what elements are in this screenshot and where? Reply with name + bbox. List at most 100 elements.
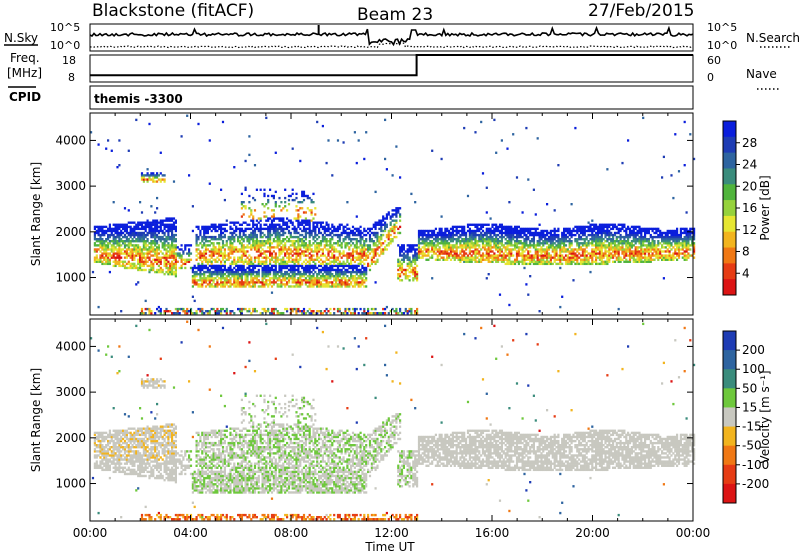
power-cell: [606, 168, 609, 171]
power-cell: [602, 231, 605, 235]
power-cell: [444, 240, 447, 243]
power-cell: [389, 221, 392, 224]
power-cell: [282, 240, 285, 243]
power-cell: [327, 223, 330, 226]
power-cell: [289, 244, 292, 247]
power-cell: [227, 235, 230, 239]
power-cell: [284, 275, 287, 278]
power-cell: [551, 242, 554, 245]
power-cell: [348, 277, 351, 280]
power-cell: [489, 244, 492, 247]
power-cell: [112, 248, 115, 251]
power-cell: [521, 248, 524, 251]
power-cell: [506, 235, 509, 239]
power-cell: [107, 252, 110, 255]
power-cell: [302, 252, 306, 255]
power-cell: [570, 252, 573, 255]
power-cell: [557, 262, 560, 266]
power-cell: [204, 246, 208, 249]
power-cell: [165, 229, 168, 233]
power-cell: [159, 266, 162, 270]
power-cell: [551, 248, 554, 251]
power-cell: [547, 235, 551, 239]
power-cell: [146, 221, 149, 224]
power-cell: [536, 248, 539, 251]
power-cell: [282, 250, 285, 253]
power-cell: [112, 201, 115, 204]
power-cell: [318, 231, 321, 235]
power-cell: [455, 244, 458, 247]
power-cell: [270, 209, 274, 212]
power-cell: [419, 248, 422, 251]
power-cell: [203, 238, 206, 241]
power-cell: [534, 229, 537, 233]
power-cell: [561, 295, 564, 298]
power-cell: [278, 266, 281, 270]
power-cell: [95, 238, 98, 241]
power-cell: [199, 279, 202, 282]
power-cell: [351, 270, 355, 274]
power-cell: [570, 235, 573, 239]
power-cell: [140, 235, 144, 239]
power-cell: [600, 254, 603, 257]
power-cell: [340, 244, 343, 247]
power-cell: [572, 256, 575, 259]
power-cell: [229, 279, 232, 282]
power-cell: [463, 227, 466, 231]
power-cell: [161, 178, 164, 181]
power-cell: [171, 229, 174, 233]
power-cell: [414, 268, 417, 272]
power-cell: [451, 250, 454, 253]
power-cell: [152, 240, 155, 243]
power-cell: [331, 275, 334, 278]
power-cell: [387, 231, 390, 235]
power-cell: [546, 248, 549, 251]
power-cell: [357, 264, 360, 268]
power-cell: [534, 246, 537, 249]
power-cell: [286, 266, 289, 270]
power-cell: [289, 285, 292, 288]
power-cell: [295, 229, 298, 233]
power-cell: [440, 233, 443, 237]
power-cell: [269, 242, 272, 245]
power-cell: [468, 246, 471, 249]
power-cell: [301, 312, 304, 315]
power-cell: [263, 223, 266, 226]
power-cell: [172, 266, 176, 270]
power-cell: [400, 268, 404, 272]
power-cell: [500, 250, 503, 253]
power-cell: [449, 240, 453, 243]
power-cell: [319, 285, 323, 288]
power-cell: [570, 240, 573, 243]
power-cell: [182, 250, 185, 253]
power-cell: [595, 246, 598, 249]
power-cell: [587, 262, 590, 266]
power-cell: [242, 260, 245, 263]
power-cell: [210, 256, 213, 259]
power-cell: [235, 279, 238, 282]
power-cell: [140, 238, 144, 241]
power-cell: [252, 285, 255, 288]
power-cell: [180, 254, 183, 257]
power-cell: [154, 235, 157, 239]
power-cell: [350, 244, 353, 247]
power-cell: [199, 283, 202, 286]
power-cell: [178, 254, 181, 257]
power-cell: [376, 231, 379, 235]
power-cell: [137, 252, 140, 255]
power-cell: [466, 229, 470, 233]
power-cell: [449, 258, 453, 261]
power-cell: [129, 248, 132, 251]
power-cell: [286, 256, 289, 259]
power-cell: [240, 238, 243, 241]
power-cell: [214, 258, 217, 261]
power-cell: [587, 227, 590, 231]
power-cell: [581, 248, 584, 251]
power-cell: [433, 252, 436, 255]
power-cell: [299, 215, 302, 218]
power-cell: [197, 279, 200, 282]
power-cell: [97, 227, 100, 231]
power-cell: [498, 242, 502, 245]
power-cell: [240, 281, 243, 284]
power-cell: [235, 270, 238, 274]
